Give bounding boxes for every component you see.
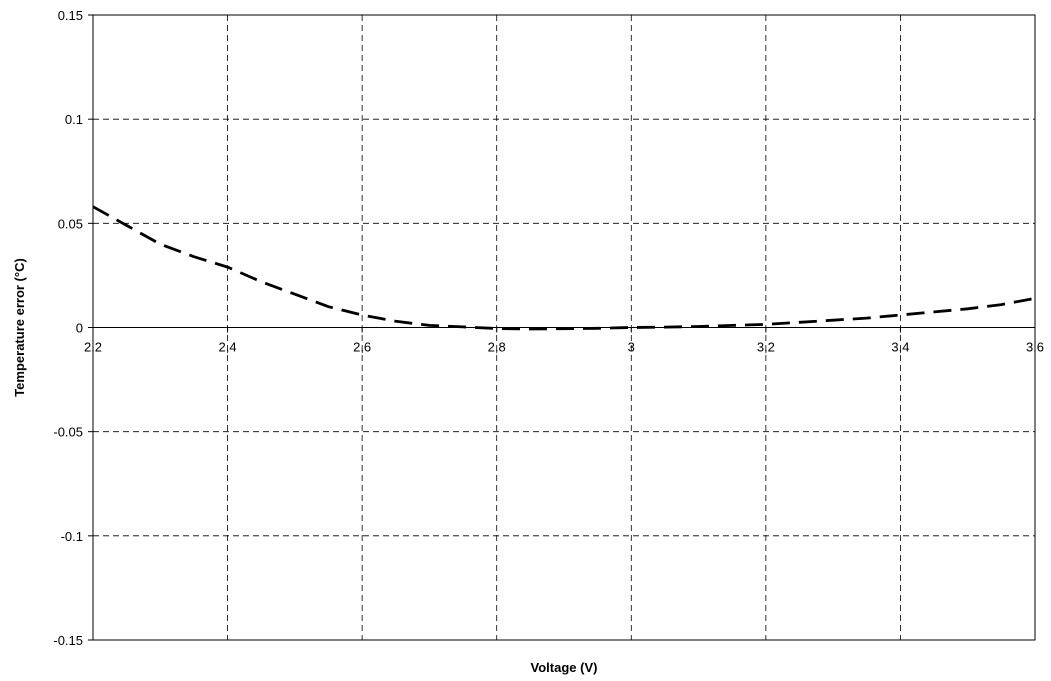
y-axis-title: Temperature error (°C) (12, 258, 27, 397)
x-tick-label: 3,4 (891, 340, 909, 355)
x-axis-ticks: 2,2 2,4 2,6 2,8 3 3,2 3,4 3,6 (84, 327, 1044, 355)
plot-frame (92, 14, 1036, 641)
x-tick-label: 3,6 (1026, 340, 1044, 355)
x-tick-label: 2,4 (219, 340, 237, 355)
x-tick-label: 3,2 (757, 340, 775, 355)
series-layer (92, 205, 1036, 331)
y-tick-label: -0.1 (61, 529, 83, 544)
y-tick-label: -0.05 (53, 425, 83, 440)
y-tick-label: -0.15 (53, 633, 83, 648)
x-axis-title: Voltage (V) (531, 660, 598, 675)
x-tick-label: 2,8 (488, 340, 506, 355)
x-tick-label: 2,2 (84, 340, 102, 355)
y-tick-label: 0.15 (58, 8, 83, 23)
temperature-error-series-line (92, 205, 1036, 331)
y-tick-label: 0 (76, 321, 83, 336)
y-tick-label: 0.1 (65, 112, 83, 127)
x-tick-label: 2,6 (353, 340, 371, 355)
y-tick-label: 0.05 (58, 216, 83, 231)
x-tick-label: 3 (628, 340, 635, 355)
y-axis-ticks: -0.15 -0.1 -0.05 0 0.05 0.1 0.15 (53, 8, 93, 648)
